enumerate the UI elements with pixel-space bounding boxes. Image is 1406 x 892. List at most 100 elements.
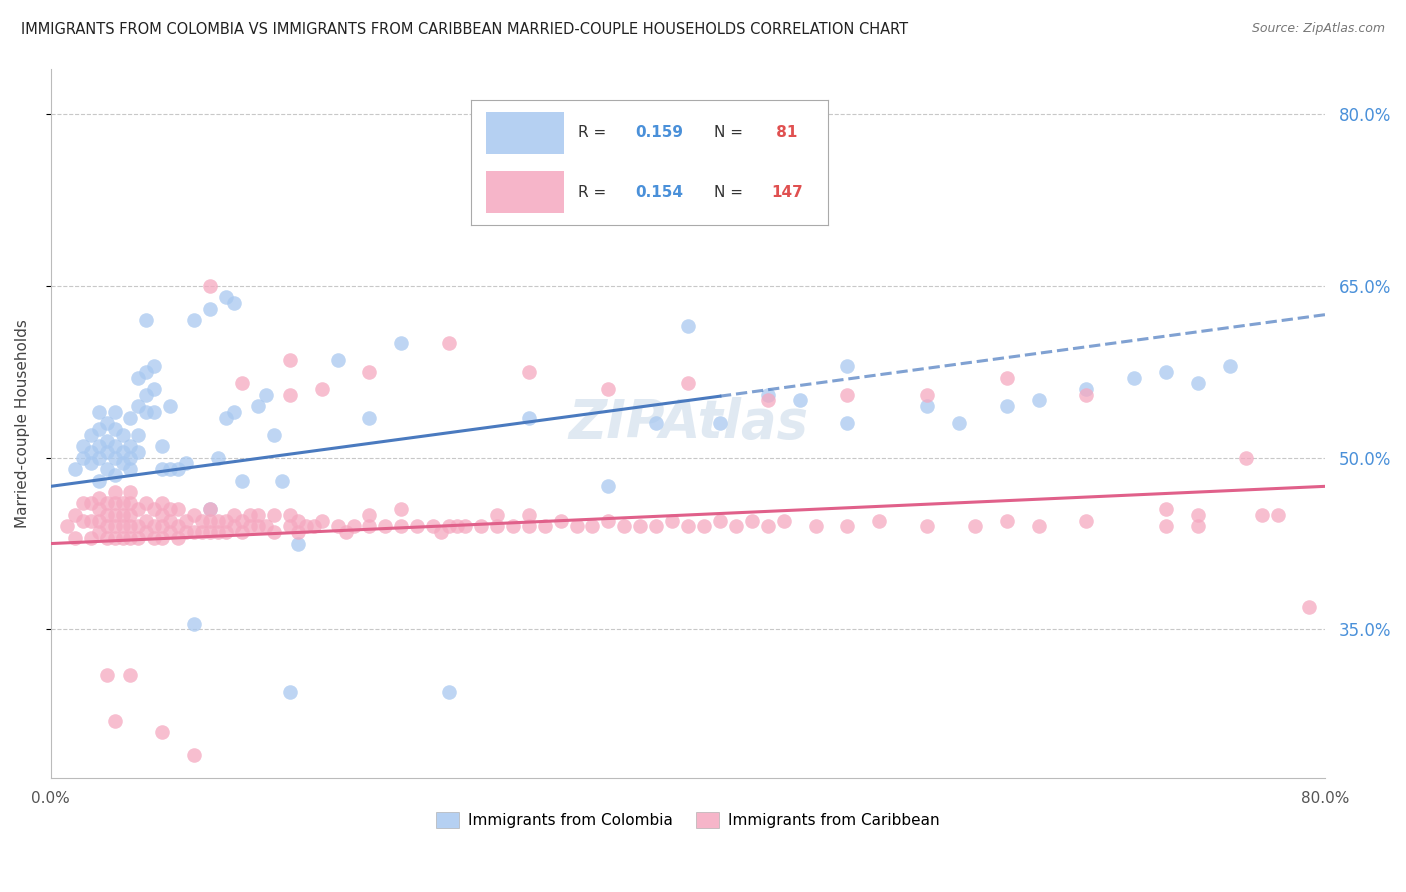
Point — [103, 531, 125, 545]
Y-axis label: Married-couple Households: Married-couple Households — [15, 319, 30, 528]
Point — [837, 417, 859, 431]
Point — [613, 519, 636, 533]
Point — [302, 519, 325, 533]
Point — [222, 519, 245, 533]
Point — [127, 519, 149, 533]
Point — [96, 417, 118, 431]
Point — [430, 525, 453, 540]
Point — [143, 405, 166, 419]
Point — [96, 668, 118, 682]
Point — [191, 514, 214, 528]
Point — [709, 417, 731, 431]
Point — [1250, 508, 1272, 522]
Point — [676, 519, 699, 533]
Point — [87, 405, 110, 419]
Point — [326, 519, 349, 533]
Point — [454, 519, 477, 533]
Point — [159, 462, 181, 476]
Point — [915, 388, 938, 402]
Point — [72, 439, 94, 453]
Point — [756, 519, 779, 533]
Point — [437, 519, 460, 533]
Point — [87, 422, 110, 436]
Point — [167, 519, 190, 533]
Point — [246, 508, 269, 522]
Point — [1234, 450, 1257, 465]
Point — [207, 450, 229, 465]
Point — [143, 531, 166, 545]
Point — [470, 519, 492, 533]
Point — [183, 313, 205, 327]
Point — [995, 399, 1018, 413]
Point — [103, 714, 125, 728]
Point — [198, 502, 221, 516]
Point — [287, 525, 309, 540]
Point — [198, 279, 221, 293]
Point — [174, 525, 197, 540]
Point — [676, 319, 699, 334]
Point — [311, 514, 333, 528]
Point — [446, 519, 468, 533]
Point — [55, 519, 77, 533]
Point — [406, 519, 429, 533]
Point — [263, 427, 285, 442]
Point — [326, 353, 349, 368]
Point — [1123, 370, 1146, 384]
Point — [676, 376, 699, 391]
Point — [135, 525, 157, 540]
Point — [693, 519, 716, 533]
Point — [246, 519, 269, 533]
Point — [111, 445, 134, 459]
Point — [63, 531, 86, 545]
Point — [96, 531, 118, 545]
Point — [207, 525, 229, 540]
Point — [359, 508, 381, 522]
Point — [1187, 519, 1209, 533]
Point — [150, 531, 173, 545]
Point — [120, 531, 142, 545]
Point — [143, 502, 166, 516]
Point — [120, 496, 142, 510]
Point — [1076, 382, 1098, 396]
Point — [517, 410, 540, 425]
Point — [111, 519, 134, 533]
Point — [72, 450, 94, 465]
Point — [135, 496, 157, 510]
Point — [963, 519, 986, 533]
Point — [120, 508, 142, 522]
Point — [215, 290, 238, 304]
Point — [868, 514, 890, 528]
Point — [278, 353, 301, 368]
Point — [72, 514, 94, 528]
Point — [1076, 388, 1098, 402]
Point — [87, 450, 110, 465]
Point — [167, 462, 190, 476]
Point — [359, 410, 381, 425]
Point — [628, 519, 651, 533]
Point — [709, 514, 731, 528]
Point — [645, 417, 668, 431]
Point — [127, 427, 149, 442]
Point — [437, 685, 460, 699]
Point — [79, 496, 101, 510]
Point — [1028, 393, 1050, 408]
Point — [159, 514, 181, 528]
Point — [915, 519, 938, 533]
Point — [565, 519, 588, 533]
Text: Source: ZipAtlas.com: Source: ZipAtlas.com — [1251, 22, 1385, 36]
Point — [598, 382, 620, 396]
Point — [995, 514, 1018, 528]
Point — [837, 388, 859, 402]
Point — [1298, 599, 1320, 614]
Point — [198, 301, 221, 316]
Point — [150, 508, 173, 522]
Text: ZIPAtlas: ZIPAtlas — [568, 397, 808, 450]
Point — [103, 496, 125, 510]
Point — [63, 462, 86, 476]
Point — [215, 514, 238, 528]
Point — [741, 514, 763, 528]
Point — [948, 417, 970, 431]
Point — [103, 508, 125, 522]
Point — [374, 519, 396, 533]
Point — [437, 336, 460, 351]
